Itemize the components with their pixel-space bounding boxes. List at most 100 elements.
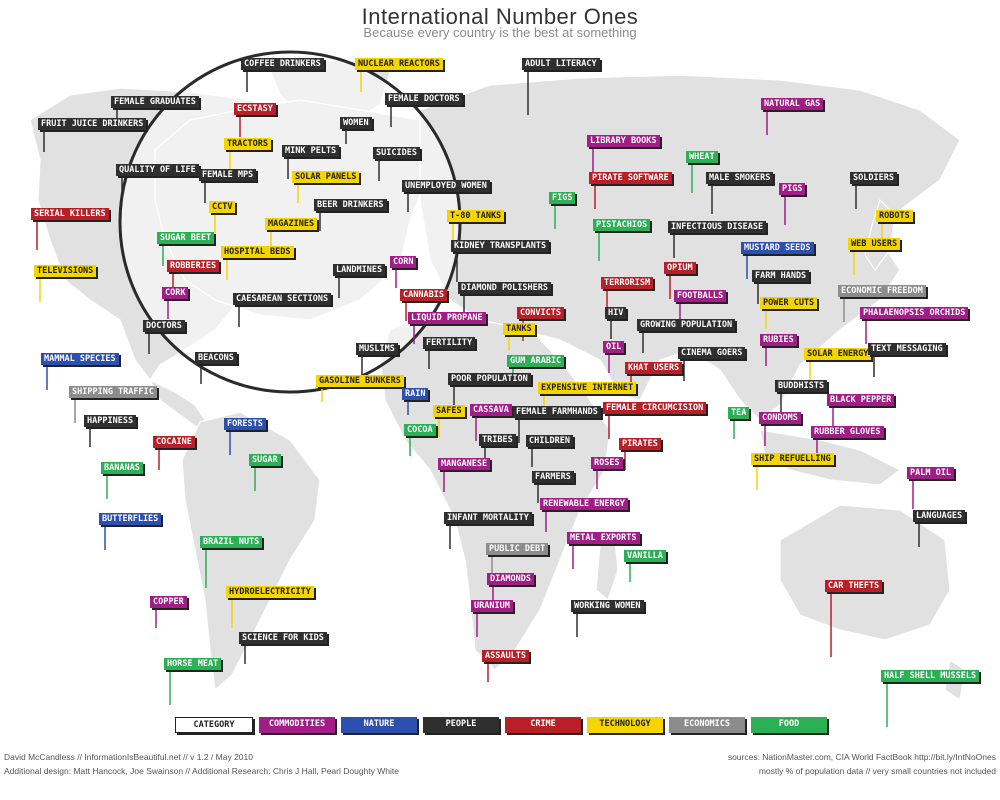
map-label: Nuclear Reactors [355, 58, 443, 70]
map-label: Pirate Software [589, 172, 672, 184]
map-label: Safes [433, 405, 465, 417]
map-label: Oil [603, 341, 625, 353]
map-label: Solar Panels [292, 171, 360, 183]
map-label: CCTV [209, 201, 236, 213]
map-label: Cocoa [404, 424, 436, 436]
map-label: Wheat [686, 151, 718, 163]
map-label: Public Debt [486, 543, 549, 555]
map-label: Female Graduates [111, 96, 199, 108]
map-label: Shipping Traffic [69, 386, 157, 398]
map-label: Bananas [101, 462, 143, 474]
map-label: Condoms [759, 412, 801, 424]
map-label: Rubies [760, 334, 797, 346]
map-label: Text Messaging [868, 343, 946, 355]
map-label: Pigs [779, 183, 806, 195]
map-label: T-80 Tanks [447, 210, 505, 222]
map-label: Economic Freedom [838, 285, 926, 297]
legend-people: People [423, 717, 499, 733]
map-label: Terrorism [601, 277, 654, 289]
madagascar-landmass [595, 539, 619, 602]
map-label: Fertility [423, 337, 476, 349]
map-label: Children [526, 435, 573, 447]
map-label: Forests [224, 418, 266, 430]
data-note-line: mostly % of population data // very smal… [758, 766, 996, 776]
map-label: Pistachios [593, 219, 651, 231]
map-label: Cannabis [400, 289, 447, 301]
australia-landmass [779, 504, 951, 641]
legend-economics: Economics [669, 717, 745, 733]
map-label: Palm Oil [907, 467, 954, 479]
map-label: Landmines [333, 264, 386, 276]
map-label: Gum Arabic [507, 355, 565, 367]
map-label: Rain [402, 388, 429, 400]
map-label: Kidney Transplants [451, 240, 550, 252]
map-label: Science for Kids [239, 632, 327, 644]
map-label: Farmers [532, 471, 574, 483]
map-label: Ship Refuelling [751, 453, 834, 465]
map-label: Power Cuts [760, 297, 818, 309]
map-label: Corn [390, 256, 417, 268]
central-america-landmass [148, 378, 206, 429]
map-label: Coffee Drinkers [241, 58, 324, 70]
sources-line: sources: NationMaster.com, CIA World Fac… [727, 752, 996, 762]
legend-category: Category [175, 717, 253, 733]
map-label: Assaults [482, 650, 529, 662]
page-title: International Number Ones [361, 4, 639, 29]
legend-crime: Crime [505, 717, 581, 733]
map-label: Female Doctors [385, 93, 463, 105]
map-label: Convicts [517, 307, 564, 319]
map-label: Televisions [34, 265, 97, 277]
credit-line-1: David McCandless // InformationIsBeautif… [4, 752, 253, 762]
map-label: Cinema Goers [678, 347, 746, 359]
map-label: Roses [591, 457, 623, 469]
map-label: Infectious Disease [668, 221, 767, 233]
map-label: Tea [728, 407, 750, 419]
south-america-landmass [181, 411, 321, 692]
map-label: Cassava [470, 404, 512, 416]
map-label: Muslims [356, 343, 398, 355]
map-label: HIV [605, 307, 627, 319]
map-label: Unemployed Women [402, 180, 490, 192]
map-label: Diamonds [487, 573, 534, 585]
map-label: Opium [664, 262, 696, 274]
map-label: Figs [549, 192, 576, 204]
map-label: Cork [162, 287, 189, 299]
map-label: Tribes [479, 434, 516, 446]
map-label: Magazines [265, 218, 318, 230]
map-label: Male Smokers [706, 172, 774, 184]
map-label: Poor Population [448, 373, 531, 385]
map-label: Suicides [373, 147, 420, 159]
map-label: Phalaenopsis Orchids [860, 307, 969, 319]
map-label: Soldiers [850, 172, 897, 184]
category-legend: Category Commodities Nature People Crime… [175, 717, 827, 733]
map-label: Working Women [571, 600, 644, 612]
africa-landmass [379, 309, 611, 671]
map-label: Khat Users [625, 362, 683, 374]
map-label: Rubber Gloves [811, 426, 884, 438]
map-label: Vanilla [624, 550, 666, 562]
label-pins [36, 70, 920, 727]
map-label: Gasoline Bunkers [316, 375, 404, 387]
map-label: Languages [913, 510, 966, 522]
legend-food: Food [751, 717, 827, 733]
map-label: Half Shell Mussels [881, 670, 980, 682]
map-label: Adult Literacy [522, 58, 600, 70]
page-subtitle: Because every country is the best at som… [363, 25, 637, 40]
map-label: Female Farmhands [513, 406, 601, 418]
map-label: Beacons [195, 352, 237, 364]
map-label: Horse Meat [164, 658, 222, 670]
map-label: Fruit Juice Drinkers [38, 118, 147, 130]
map-label: Happiness [84, 415, 137, 427]
map-label: Robots [876, 210, 913, 222]
legend-nature: Nature [341, 717, 417, 733]
map-label: Sugar Beet [157, 232, 215, 244]
map-label: Tractors [224, 138, 271, 150]
map-label: Growing Population [637, 319, 736, 331]
map-label: Liquid Propane [408, 312, 486, 324]
credit-line-2: Additional design: Matt Hancock, Joe Swa… [4, 766, 399, 776]
legend-commodities: Commodities [259, 717, 335, 733]
map-label: Hospital Beds [221, 246, 294, 258]
map-label: Tanks [503, 323, 535, 335]
map-label: Women [340, 117, 372, 129]
